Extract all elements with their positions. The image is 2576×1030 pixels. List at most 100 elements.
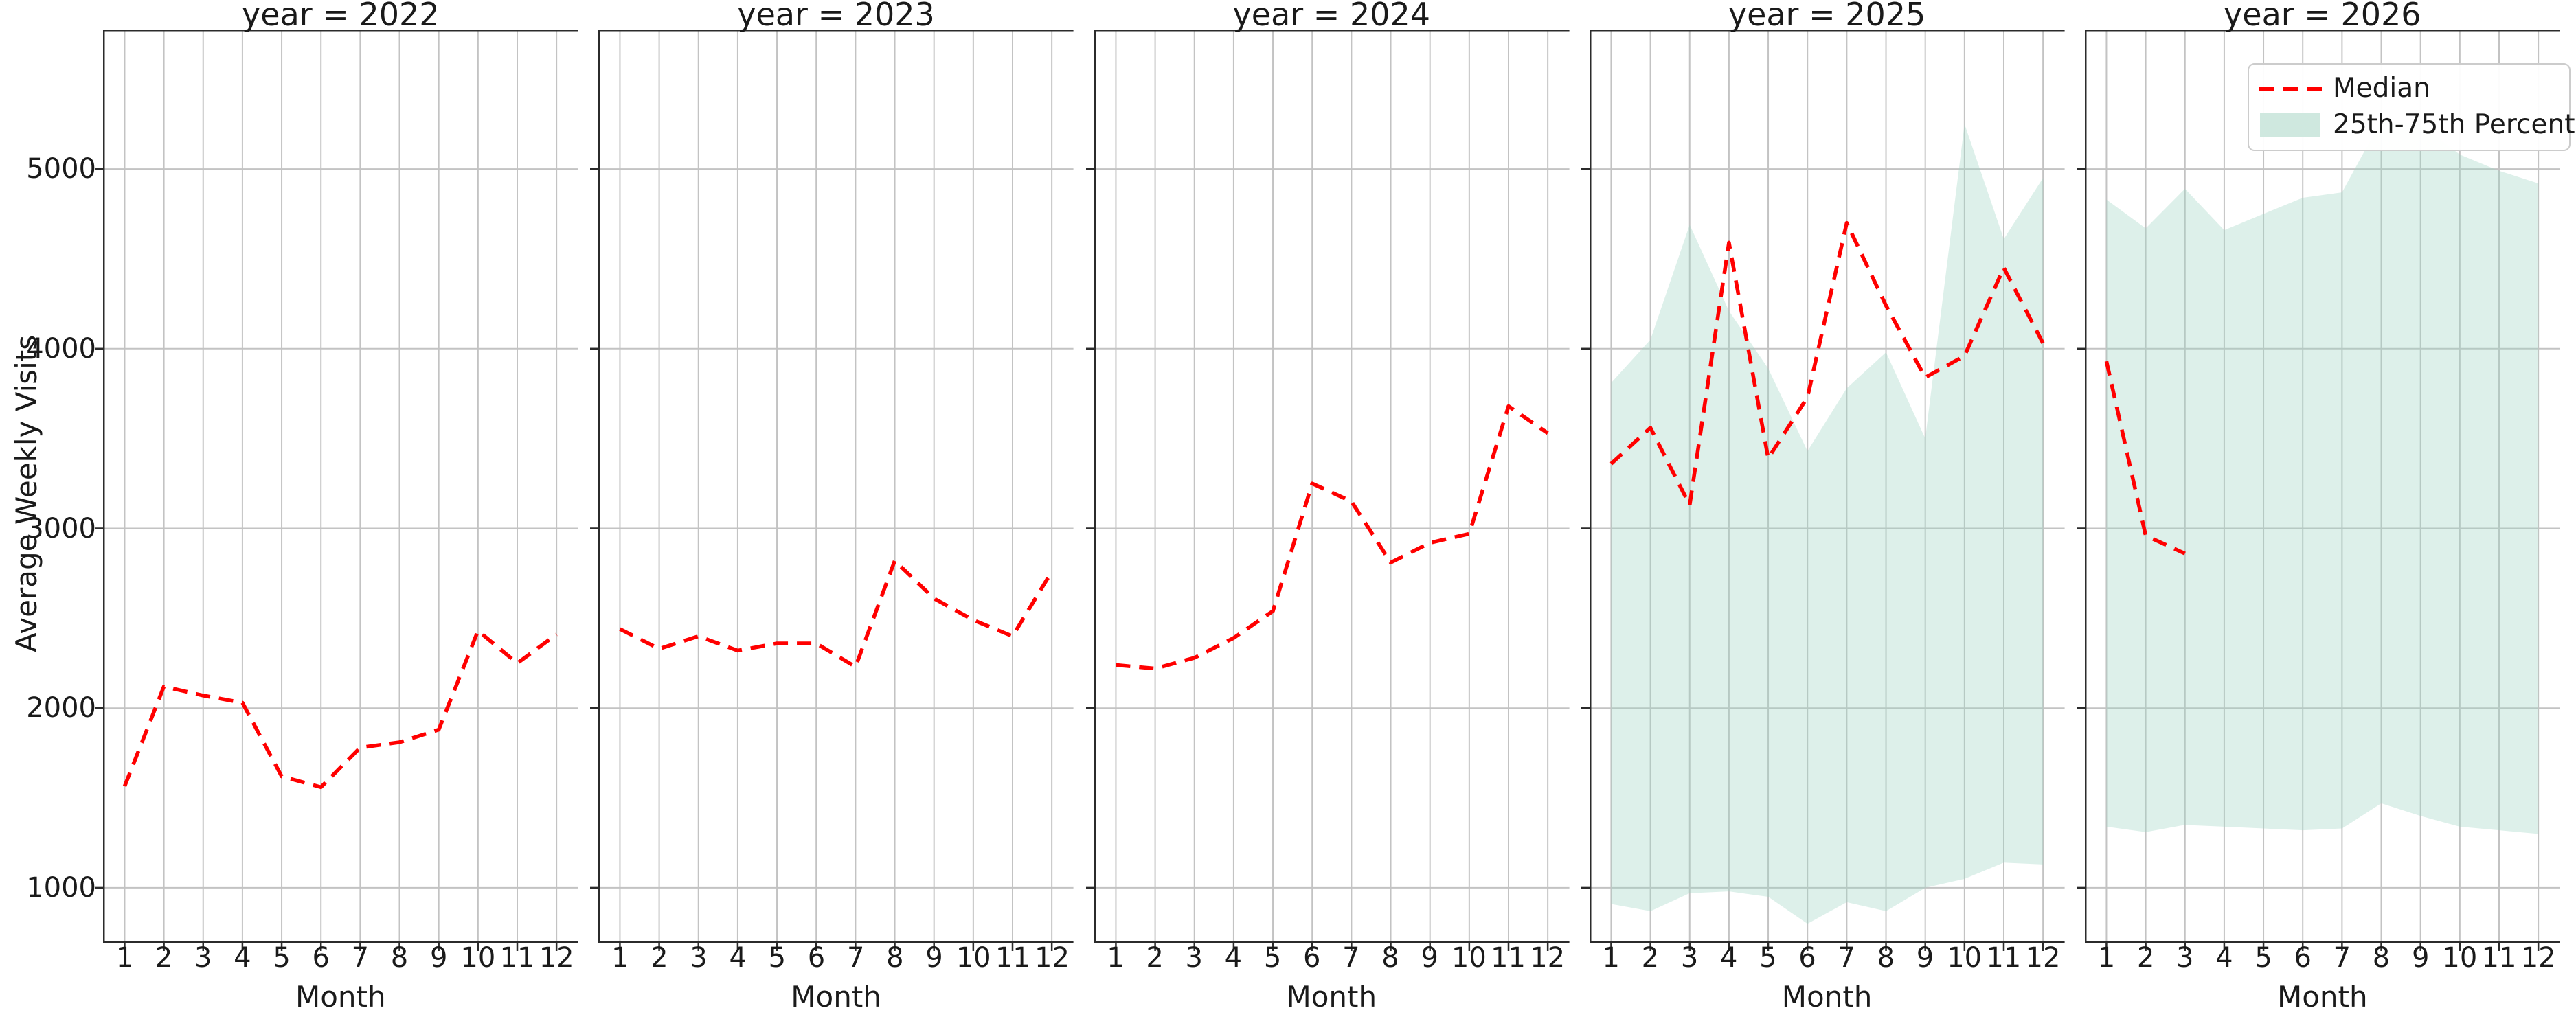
x-tick-label: 4 [1719,942,1738,974]
x-tick-label: 1 [611,942,629,974]
x-tick-label: 9 [1916,942,1934,974]
percentile-band [2106,120,2539,834]
facet-panel-2025 [1581,30,2065,951]
plot-area [1581,30,2065,951]
x-axis-label: Month [791,980,881,1014]
x-tick-label: 2 [651,942,668,974]
x-tick-label: 7 [1342,942,1360,974]
x-tick-label: 11 [499,942,535,974]
x-axis-label: Month [1286,980,1377,1014]
x-tick-label: 10 [2442,942,2478,974]
y-tick-label: 4000 [26,332,96,365]
y-tick-label: 3000 [26,512,96,545]
x-tick-label: 2 [1641,942,1660,974]
x-axis-label: Month [1781,980,1873,1014]
facet-title: year = 2025 [1728,0,1926,33]
x-axis-label: Month [295,980,386,1014]
x-tick-label: 4 [729,942,747,974]
x-tick-label: 10 [460,942,496,974]
x-tick-label: 12 [1530,942,1566,974]
plot-area [95,30,578,951]
median-dashed-line-swatch [2259,85,2322,92]
y-tick-label: 1000 [26,871,96,904]
x-tick-label: 12 [1035,942,1070,974]
x-tick-label: 6 [807,942,826,974]
x-tick-label: 10 [1947,942,1982,974]
x-tick-label: 9 [429,942,448,974]
x-tick-label: 8 [886,942,904,974]
x-tick-label: 8 [1877,942,1895,974]
x-tick-label: 9 [2411,942,2430,974]
percentile-band [1611,124,2043,924]
y-tick-label: 2000 [26,692,96,724]
legend-label: Median [2333,73,2430,104]
median-line [2104,360,2186,556]
y-tick-label: 5000 [26,153,96,185]
legend-item-median: Median [2259,73,2557,104]
x-tick-label: 5 [273,942,291,974]
plot-area [2077,30,2560,951]
facet-title: year = 2022 [242,0,440,33]
x-tick-label: 6 [2294,942,2312,974]
x-tick-label: 7 [2333,942,2351,974]
x-tick-label: 2 [2136,942,2155,974]
x-tick-label: 4 [2215,942,2233,974]
x-tick-label: 1 [1107,942,1125,974]
x-tick-label: 9 [925,942,943,974]
x-tick-label: 11 [1491,942,1526,974]
legend: Median 25th-75th Percentile [2248,63,2576,151]
x-tick-label: 3 [1680,942,1699,974]
x-tick-label: 2 [1146,942,1164,974]
median-line [122,628,558,790]
x-tick-label: 11 [995,942,1030,974]
x-tick-label: 10 [1451,942,1487,974]
median-line [619,558,1054,669]
facet-title: year = 2023 [737,0,935,33]
x-tick-label: 5 [2255,942,2272,974]
x-tick-label: 3 [194,942,212,974]
x-tick-label: 4 [1224,942,1243,974]
facet-title: year = 2026 [2224,0,2421,33]
x-tick-label: 3 [2176,942,2194,974]
x-tick-label: 3 [690,942,708,974]
x-tick-label: 1 [115,942,134,974]
x-tick-label: 8 [1381,942,1399,974]
legend-item-band: 25th-75th Percentile [2259,109,2576,140]
legend-label: 25th-75th Percentile [2333,109,2576,140]
x-axis-label: Month [2276,980,2368,1014]
x-tick-label: 6 [1302,942,1321,974]
plot-area [590,30,1074,951]
facet-panel-2022 [95,30,578,951]
x-tick-label: 4 [234,942,251,974]
x-tick-label: 3 [1185,942,1203,974]
median-line [1115,404,1549,671]
x-tick-label: 12 [539,942,574,974]
x-tick-label: 5 [1759,942,1777,974]
percentile-band-swatch [2259,113,2322,137]
x-tick-label: 12 [2025,942,2061,974]
x-tick-label: 7 [846,942,865,974]
x-tick-label: 5 [768,942,787,974]
median-line [1609,220,2045,507]
x-tick-label: 8 [2372,942,2391,974]
x-tick-label: 11 [2481,942,2517,974]
facet-panel-2026 [2077,30,2560,951]
x-tick-label: 1 [2097,942,2116,974]
x-tick-label: 7 [1838,942,1855,974]
x-tick-label: 5 [1263,942,1282,974]
x-tick-label: 9 [1421,942,1438,974]
x-tick-label: 1 [1602,942,1620,974]
x-tick-label: 6 [1798,942,1816,974]
y-axis-label: Average Weekly Visits [10,334,43,652]
facet-panel-2023 [590,30,1074,951]
plot-area [1085,30,1570,951]
x-tick-label: 10 [956,942,991,974]
facet-panel-2024 [1085,30,1570,951]
x-tick-label: 6 [312,942,330,974]
facet-title: year = 2024 [1232,0,1431,33]
x-tick-label: 8 [390,942,409,974]
x-tick-label: 7 [351,942,370,974]
x-tick-label: 12 [2520,942,2556,974]
x-tick-label: 11 [1986,942,2022,974]
